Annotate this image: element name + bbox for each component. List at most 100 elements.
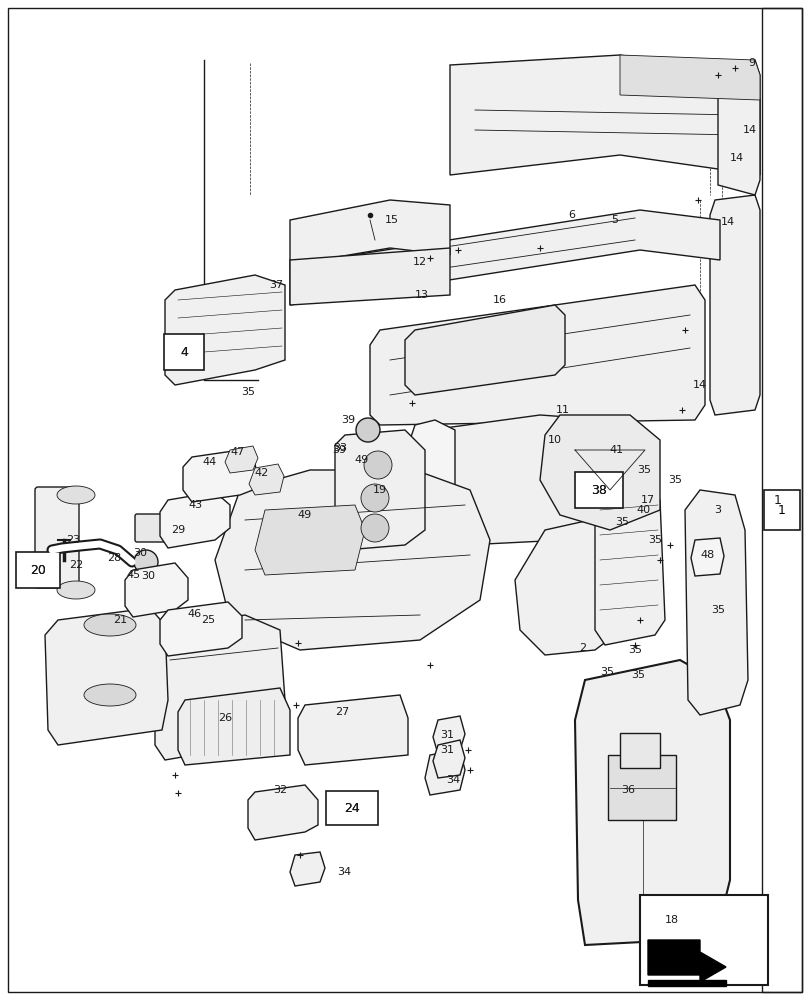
Polygon shape <box>574 660 729 945</box>
Polygon shape <box>155 615 285 760</box>
Polygon shape <box>290 852 324 886</box>
Circle shape <box>145 575 165 595</box>
Text: 34: 34 <box>445 775 460 785</box>
Polygon shape <box>647 940 725 982</box>
Polygon shape <box>620 55 759 100</box>
Polygon shape <box>709 195 759 415</box>
Text: 35: 35 <box>647 535 661 545</box>
Text: 31: 31 <box>440 730 453 740</box>
Bar <box>763 490 799 530</box>
Text: 29: 29 <box>170 525 185 535</box>
Text: 11: 11 <box>556 405 569 415</box>
Ellipse shape <box>57 486 95 504</box>
Text: 44: 44 <box>203 457 217 467</box>
Text: 32: 32 <box>272 785 287 795</box>
Text: 43: 43 <box>189 500 203 510</box>
Circle shape <box>355 418 380 442</box>
Polygon shape <box>125 563 188 617</box>
Polygon shape <box>255 505 365 575</box>
Circle shape <box>361 514 388 542</box>
Text: 46: 46 <box>187 609 202 619</box>
Text: 23: 23 <box>66 535 80 545</box>
Text: 1: 1 <box>773 493 781 506</box>
Text: 35: 35 <box>630 670 644 680</box>
Text: 14: 14 <box>729 153 743 163</box>
Text: 6: 6 <box>568 210 575 220</box>
Text: 14: 14 <box>742 125 756 135</box>
Text: 20: 20 <box>30 564 46 576</box>
Bar <box>325 791 378 825</box>
Text: 3: 3 <box>714 505 721 515</box>
Text: 49: 49 <box>298 510 311 520</box>
Text: 2: 2 <box>579 643 586 653</box>
Text: 38: 38 <box>590 484 606 496</box>
Text: 26: 26 <box>217 713 232 723</box>
Polygon shape <box>335 430 424 550</box>
Polygon shape <box>215 470 489 650</box>
Polygon shape <box>424 750 465 795</box>
Ellipse shape <box>84 684 135 706</box>
Polygon shape <box>160 492 230 548</box>
Bar <box>164 334 204 370</box>
Bar <box>607 755 676 820</box>
Text: 30: 30 <box>141 571 155 581</box>
Text: 35: 35 <box>710 605 724 615</box>
Text: 27: 27 <box>334 707 349 717</box>
Ellipse shape <box>57 581 95 599</box>
Bar <box>620 733 659 768</box>
Text: 4: 4 <box>180 346 187 359</box>
Polygon shape <box>690 538 723 576</box>
Text: 14: 14 <box>692 380 706 390</box>
Polygon shape <box>247 785 318 840</box>
Polygon shape <box>432 716 465 754</box>
Polygon shape <box>594 485 664 645</box>
Text: 35: 35 <box>614 517 629 527</box>
Bar <box>574 472 622 508</box>
Text: 34: 34 <box>337 867 350 877</box>
Polygon shape <box>298 695 407 765</box>
Text: 36: 36 <box>620 785 634 795</box>
Text: 9: 9 <box>748 58 754 68</box>
Text: 24: 24 <box>344 801 359 814</box>
Text: 10: 10 <box>547 435 561 445</box>
Text: 39: 39 <box>341 415 354 425</box>
Text: 5: 5 <box>611 215 618 225</box>
Bar <box>761 8 801 992</box>
Text: 24: 24 <box>344 801 359 814</box>
Text: 33: 33 <box>333 443 346 453</box>
Text: 49: 49 <box>354 455 369 465</box>
Text: 45: 45 <box>127 570 141 580</box>
Text: 35: 35 <box>627 645 642 655</box>
Text: 1: 1 <box>777 504 785 516</box>
Polygon shape <box>165 275 285 385</box>
Polygon shape <box>249 464 284 495</box>
Polygon shape <box>178 688 290 765</box>
Bar <box>16 552 60 588</box>
Polygon shape <box>717 60 759 195</box>
Polygon shape <box>45 608 168 745</box>
Polygon shape <box>405 305 564 395</box>
Text: 38: 38 <box>590 484 606 496</box>
Text: 37: 37 <box>268 280 283 290</box>
Polygon shape <box>539 415 659 530</box>
Text: 40: 40 <box>636 505 650 515</box>
Text: 13: 13 <box>414 290 428 300</box>
Polygon shape <box>514 520 644 655</box>
Ellipse shape <box>84 614 135 636</box>
Text: 48: 48 <box>700 550 714 560</box>
Polygon shape <box>290 210 719 305</box>
Text: 35: 35 <box>241 387 255 397</box>
Text: 14: 14 <box>720 217 734 227</box>
Text: 30: 30 <box>133 548 147 558</box>
Text: 21: 21 <box>113 615 127 625</box>
Polygon shape <box>290 200 449 265</box>
Text: 18: 18 <box>664 915 678 925</box>
Text: 47: 47 <box>230 447 245 457</box>
Text: 12: 12 <box>413 257 427 267</box>
Polygon shape <box>290 248 449 305</box>
Text: 19: 19 <box>372 485 387 495</box>
Polygon shape <box>160 602 242 656</box>
Polygon shape <box>370 285 704 425</box>
FancyBboxPatch shape <box>135 514 184 542</box>
Polygon shape <box>647 980 725 986</box>
